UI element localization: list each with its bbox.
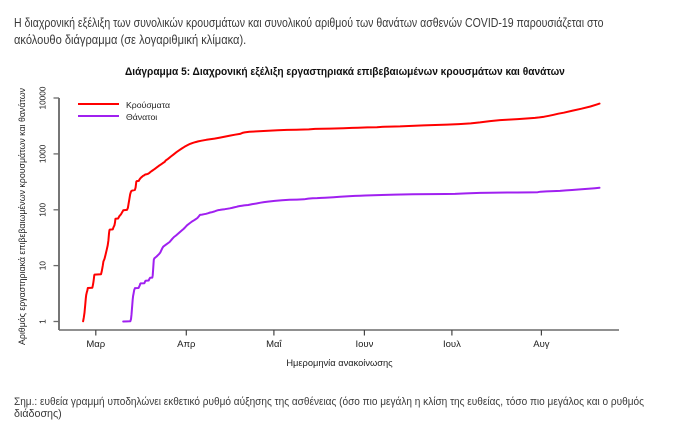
svg-text:Ιουν: Ιουν	[355, 339, 373, 350]
svg-text:Κρούσματα: Κρούσματα	[126, 100, 170, 110]
svg-text:Μαρ: Μαρ	[86, 339, 105, 350]
svg-text:Μαΐ: Μαΐ	[266, 339, 282, 350]
svg-text:Ιουλ: Ιουλ	[443, 339, 461, 350]
svg-text:1000: 1000	[38, 144, 48, 163]
svg-text:Ημερομηνία ανακοίνωσης: Ημερομηνία ανακοίνωσης	[286, 358, 393, 368]
svg-text:Θάνατοι: Θάνατοι	[126, 112, 157, 122]
svg-text:100: 100	[38, 202, 48, 216]
svg-text:Απρ: Απρ	[177, 339, 196, 350]
svg-text:10: 10	[38, 261, 48, 271]
svg-text:Αριθμός εργαστηριακά επιβεβαιω: Αριθμός εργαστηριακά επιβεβαιωμένων κρου…	[17, 87, 27, 345]
svg-text:10000: 10000	[38, 86, 48, 109]
svg-text:1: 1	[38, 319, 48, 324]
svg-text:Αυγ: Αυγ	[533, 339, 550, 350]
